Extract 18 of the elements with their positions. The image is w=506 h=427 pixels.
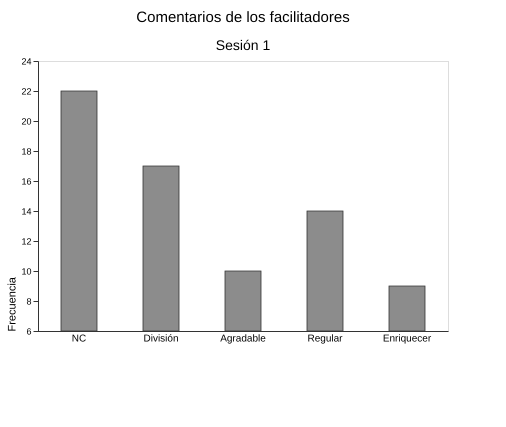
y-tick-label: 20 (21, 116, 32, 126)
y-tick-label: 18 (21, 146, 32, 156)
y-tick-label: 12 (21, 236, 32, 246)
y-axis-title: Frecuencia (6, 276, 18, 332)
y-tick-label: 24 (21, 56, 32, 66)
y-tick-label: 16 (21, 176, 32, 186)
y-tick-label: 22 (21, 86, 32, 96)
x-tick-label: NC (72, 334, 86, 344)
chart-title: Comentarios de los facilitadores (136, 9, 350, 26)
y-tick-label: 14 (21, 206, 32, 216)
x-tick-label: Regular (307, 334, 344, 344)
x-tick-label: Agradable (220, 334, 266, 344)
y-tick-label: 6 (26, 326, 32, 336)
x-tick-label: División (143, 334, 179, 344)
y-tick-label: 10 (21, 266, 32, 276)
chart-subtitle: Sesión 1 (216, 37, 270, 53)
y-tick-label: 8 (26, 296, 32, 306)
x-tick-label: Enriquecer (382, 334, 432, 344)
